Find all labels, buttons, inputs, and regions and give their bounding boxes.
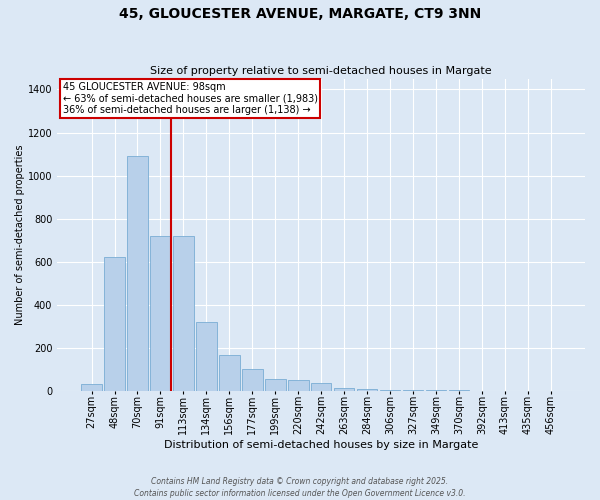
Bar xyxy=(173,236,194,391)
Y-axis label: Number of semi-detached properties: Number of semi-detached properties xyxy=(15,144,25,325)
Bar xyxy=(334,388,355,391)
Bar xyxy=(150,236,171,391)
Bar xyxy=(288,380,308,391)
Bar xyxy=(81,384,102,391)
Bar xyxy=(196,322,217,391)
Bar xyxy=(311,384,331,391)
Bar xyxy=(357,388,377,391)
Bar xyxy=(104,258,125,391)
Bar xyxy=(425,390,446,391)
Bar xyxy=(242,370,263,391)
Text: 45 GLOUCESTER AVENUE: 98sqm
← 63% of semi-detached houses are smaller (1,983)
36: 45 GLOUCESTER AVENUE: 98sqm ← 63% of sem… xyxy=(62,82,317,115)
Bar xyxy=(380,390,400,391)
Bar xyxy=(127,156,148,391)
Title: Size of property relative to semi-detached houses in Margate: Size of property relative to semi-detach… xyxy=(151,66,492,76)
Text: 45, GLOUCESTER AVENUE, MARGATE, CT9 3NN: 45, GLOUCESTER AVENUE, MARGATE, CT9 3NN xyxy=(119,8,481,22)
Bar xyxy=(265,379,286,391)
Bar xyxy=(403,390,423,391)
X-axis label: Distribution of semi-detached houses by size in Margate: Distribution of semi-detached houses by … xyxy=(164,440,478,450)
Bar xyxy=(219,356,239,391)
Text: Contains HM Land Registry data © Crown copyright and database right 2025.
Contai: Contains HM Land Registry data © Crown c… xyxy=(134,476,466,498)
